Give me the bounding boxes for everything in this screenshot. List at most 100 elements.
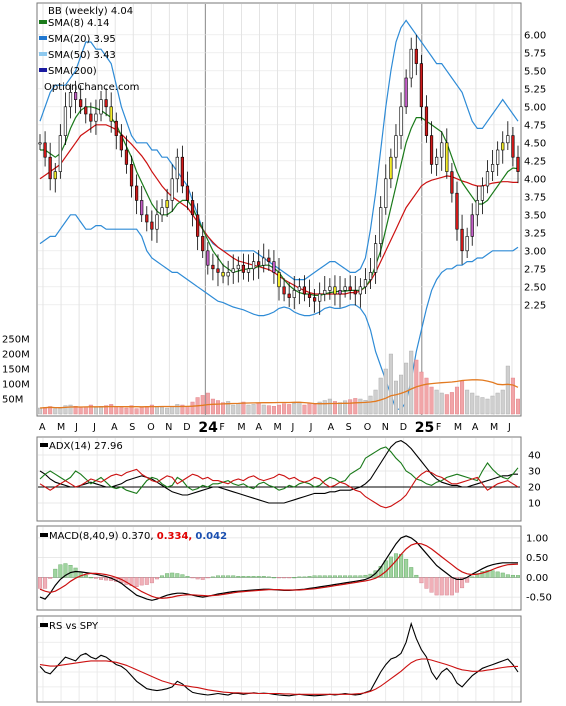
macd-histogram-bar xyxy=(73,567,78,578)
volume-bar xyxy=(210,398,215,415)
candle-body xyxy=(363,279,368,288)
volume-bar xyxy=(307,403,312,415)
candle-body xyxy=(409,48,413,79)
macd-histogram-bar xyxy=(256,576,261,578)
volume-bar xyxy=(221,402,226,415)
candle-body xyxy=(429,135,434,165)
volume-bar xyxy=(93,407,98,415)
candle-body xyxy=(277,272,281,288)
candle-body xyxy=(38,142,42,145)
volume-bar xyxy=(327,398,332,415)
macd-histogram-bar xyxy=(226,575,231,578)
macd-histogram-bar xyxy=(246,576,251,578)
volume-bar xyxy=(485,398,490,415)
macd-histogram-bar xyxy=(43,577,48,589)
month-label: M xyxy=(57,422,65,433)
macd-histogram-bar xyxy=(424,577,429,589)
adx-swatch xyxy=(40,443,48,447)
volume-bar xyxy=(439,392,444,415)
macd-histogram-bar xyxy=(348,575,353,578)
adx-y-ticks: 10 20 30 40 xyxy=(528,451,541,510)
volume-bar xyxy=(261,404,266,415)
macd-histogram-bar xyxy=(485,569,490,578)
volume-bar xyxy=(297,401,302,415)
bb-lower-line xyxy=(39,214,519,410)
macd-histogram-bar xyxy=(261,576,266,578)
candle-body xyxy=(185,185,190,201)
macd-histogram xyxy=(38,553,521,596)
macd-title: MACD(8,40,9) 0.370, 0.334, 0.042 xyxy=(49,531,227,542)
macd-histogram-bar xyxy=(307,576,312,578)
candle-body xyxy=(196,214,200,237)
volume-bar xyxy=(236,403,241,415)
macd-histogram-bar xyxy=(180,574,185,578)
legend-label-sma20: SMA(20) 3.95 xyxy=(48,34,116,45)
candle-body xyxy=(79,99,83,108)
candle-body xyxy=(68,92,73,108)
candle-body xyxy=(414,48,418,64)
volume-y-tick-label: 200M xyxy=(2,350,30,361)
volume-bar xyxy=(409,350,414,415)
candle-body xyxy=(129,164,134,187)
volume-bar xyxy=(88,404,93,415)
macd-histogram-bar xyxy=(170,572,175,578)
price-y-tick-label: 5.00 xyxy=(524,102,546,113)
adx-y-tick-label: 30 xyxy=(528,467,541,478)
candle-body xyxy=(241,264,246,273)
adx-y-tick-label: 10 xyxy=(528,499,541,510)
rs-panel: RS vs SPY xyxy=(36,615,522,703)
volume-bar xyxy=(322,400,327,415)
price-title: BB (weekly) 4.04 xyxy=(48,6,133,17)
volume-y-tick-label: 100M xyxy=(2,380,30,391)
month-label: N xyxy=(382,422,389,433)
candle-body xyxy=(470,214,474,237)
macd-histogram-bar xyxy=(210,576,215,578)
candle-body xyxy=(257,261,261,266)
candle-body xyxy=(282,286,286,295)
macd-histogram-bar xyxy=(292,577,297,579)
candle-body xyxy=(94,113,98,122)
candle-body xyxy=(135,185,139,201)
month-label: A xyxy=(255,422,262,433)
adx-series-line xyxy=(39,446,519,495)
adx-series-line xyxy=(39,468,519,509)
macd-histogram-bar xyxy=(149,577,154,584)
price-y-tick-label: 6.00 xyxy=(524,30,546,41)
candle-body xyxy=(333,286,337,295)
volume-bar xyxy=(134,408,139,415)
macd-histogram-bar xyxy=(231,575,236,578)
price-y-tick-label: 2.75 xyxy=(524,264,546,275)
legend-label-sma50: SMA(50) 3.43 xyxy=(48,50,116,61)
price-y-tick-label: 5.75 xyxy=(524,48,546,59)
macd-histogram-bar xyxy=(58,564,63,578)
volume-bar xyxy=(419,371,424,415)
volume-bar xyxy=(363,400,368,415)
volume-bar xyxy=(58,407,63,415)
macd-histogram-bar xyxy=(277,577,282,579)
volume-bar xyxy=(429,386,434,415)
rs-swatch xyxy=(40,623,48,627)
volume-bar xyxy=(378,377,383,415)
watermark: OptionChance.com xyxy=(44,82,139,93)
volume-bar xyxy=(510,377,515,415)
candle-body xyxy=(419,63,423,108)
macd-histogram-bar xyxy=(251,576,256,578)
volume-bar xyxy=(180,404,185,415)
volume-bar xyxy=(149,404,154,415)
volume-bar xyxy=(109,404,114,415)
macd-histogram-bar xyxy=(399,553,404,578)
price-y-tick-label: 5.50 xyxy=(524,66,546,77)
candle-body xyxy=(399,106,403,136)
macd-histogram-bar xyxy=(490,570,495,578)
candle-body xyxy=(353,290,357,295)
month-label: D xyxy=(183,422,190,433)
volume-bar xyxy=(190,401,195,415)
macd-histogram-bar xyxy=(104,577,109,581)
candle-body xyxy=(379,207,383,244)
volume-average-line xyxy=(39,379,519,409)
volume-bar xyxy=(165,407,170,415)
candle-body xyxy=(480,185,485,201)
adx-panel-frame xyxy=(36,436,522,522)
volume-bar xyxy=(48,406,53,415)
